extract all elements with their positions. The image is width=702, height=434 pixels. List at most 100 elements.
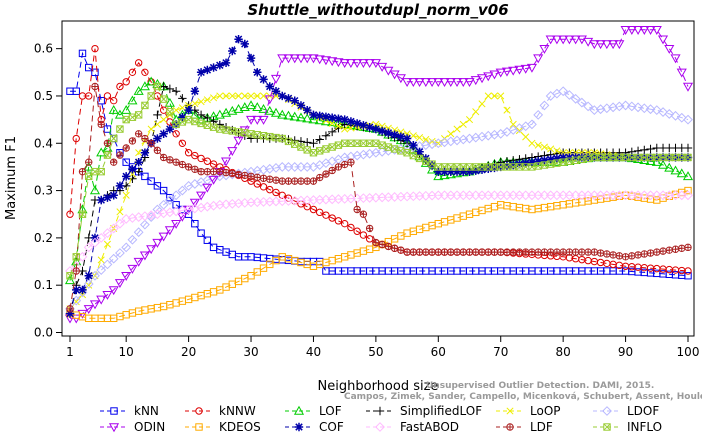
data-point — [116, 208, 124, 216]
data-point — [153, 182, 162, 190]
data-point — [483, 72, 494, 82]
data-point — [458, 78, 469, 87]
data-point-cross — [110, 158, 117, 166]
data-point — [293, 405, 305, 415]
data-point — [96, 147, 107, 157]
data-point — [115, 248, 125, 258]
data-point-cross — [497, 163, 505, 171]
data-point — [328, 256, 336, 265]
data-point — [601, 40, 612, 50]
data-point — [551, 35, 562, 45]
data-point-cross — [91, 168, 99, 176]
data-point — [209, 63, 218, 72]
data-point — [165, 84, 175, 94]
data-point — [294, 422, 304, 432]
data-point — [347, 251, 355, 259]
data-point — [221, 107, 232, 117]
data-point — [109, 191, 118, 200]
data-point — [322, 211, 330, 219]
data-point — [241, 92, 249, 100]
data-point — [66, 210, 74, 218]
data-point — [159, 106, 168, 114]
data-point-cross — [465, 163, 474, 171]
data-point-cross — [160, 154, 167, 161]
legend: kNN kNNW LOF SimplifiedLOF LoOP LDOF ODIN KDEOS… — [100, 404, 662, 434]
data-point-cross — [291, 140, 299, 148]
data-point-cross — [366, 139, 374, 147]
data-point — [327, 57, 338, 67]
data-point — [484, 92, 492, 100]
series-kdeos — [66, 186, 692, 323]
data-point-cross — [647, 249, 654, 257]
data-point-cross — [347, 158, 355, 166]
data-point-cross — [204, 168, 211, 175]
data-point-cross — [597, 249, 604, 257]
chart-title: Shuttle_withoutdupl_norm_v06 — [247, 1, 508, 19]
data-point-cross — [391, 245, 398, 252]
data-point — [189, 198, 200, 208]
data-point-cross — [384, 143, 392, 151]
data-point — [133, 257, 144, 267]
data-point-cross — [478, 163, 486, 171]
legend-label: SimplifiedLOF — [400, 404, 482, 418]
data-point — [245, 100, 257, 110]
x-tick-label: 40 — [306, 345, 321, 359]
data-point-cross — [79, 168, 86, 175]
data-point — [433, 171, 444, 181]
data-point — [509, 160, 518, 170]
data-point-cross — [547, 248, 554, 256]
data-point — [334, 217, 343, 225]
data-point — [390, 130, 399, 139]
data-point-cross — [453, 163, 461, 171]
data-point — [203, 96, 211, 104]
data-point-cross — [403, 149, 411, 157]
data-point — [191, 293, 199, 302]
data-point-cross — [403, 248, 411, 256]
data-point — [196, 110, 206, 120]
data-point-cross — [372, 239, 380, 246]
data-point-cross — [285, 177, 292, 185]
data-point-cross — [116, 151, 124, 159]
data-point — [259, 264, 268, 272]
data-point-cross — [322, 145, 330, 153]
data-point — [533, 157, 543, 166]
axis-ticks: 1 10 20 30 40 50 60 70 80 90 100 0.0 0.1 0.2 0.3 0.4 0.5… — [34, 42, 700, 359]
data-point — [341, 125, 349, 133]
data-point — [115, 181, 125, 191]
data-point — [160, 116, 168, 124]
data-point — [528, 139, 536, 147]
data-point-cross — [416, 154, 424, 162]
data-point-cross — [154, 147, 161, 154]
data-point — [602, 406, 612, 416]
data-point-cross — [515, 163, 524, 171]
data-point-cross — [222, 126, 230, 134]
data-point — [258, 103, 269, 113]
data-point — [657, 159, 669, 169]
data-point — [97, 195, 106, 205]
watermark-line-2: Campos, Zimek, Sander, Campello, Micenko… — [344, 392, 702, 402]
data-point — [489, 70, 500, 80]
legend-label: kNN — [134, 404, 159, 418]
data-point — [614, 40, 625, 50]
data-point-cross — [416, 248, 423, 256]
data-point — [515, 127, 524, 135]
data-point — [83, 279, 94, 289]
data-point-cross — [335, 163, 342, 171]
data-point — [490, 202, 499, 211]
data-point — [228, 92, 236, 100]
data-point-cross — [259, 132, 268, 140]
data-point — [172, 106, 180, 114]
data-point — [66, 272, 74, 280]
data-point — [221, 58, 231, 68]
data-point — [252, 102, 263, 112]
data-point — [128, 68, 137, 77]
legend-label: LDF — [530, 420, 553, 434]
data-point — [114, 109, 125, 119]
data-point — [121, 172, 131, 181]
data-point-cross — [522, 163, 530, 171]
data-point-cross — [291, 177, 298, 185]
data-point — [72, 253, 80, 261]
data-point-cross — [447, 163, 455, 171]
data-point — [434, 219, 443, 228]
data-point-cross — [153, 82, 161, 91]
